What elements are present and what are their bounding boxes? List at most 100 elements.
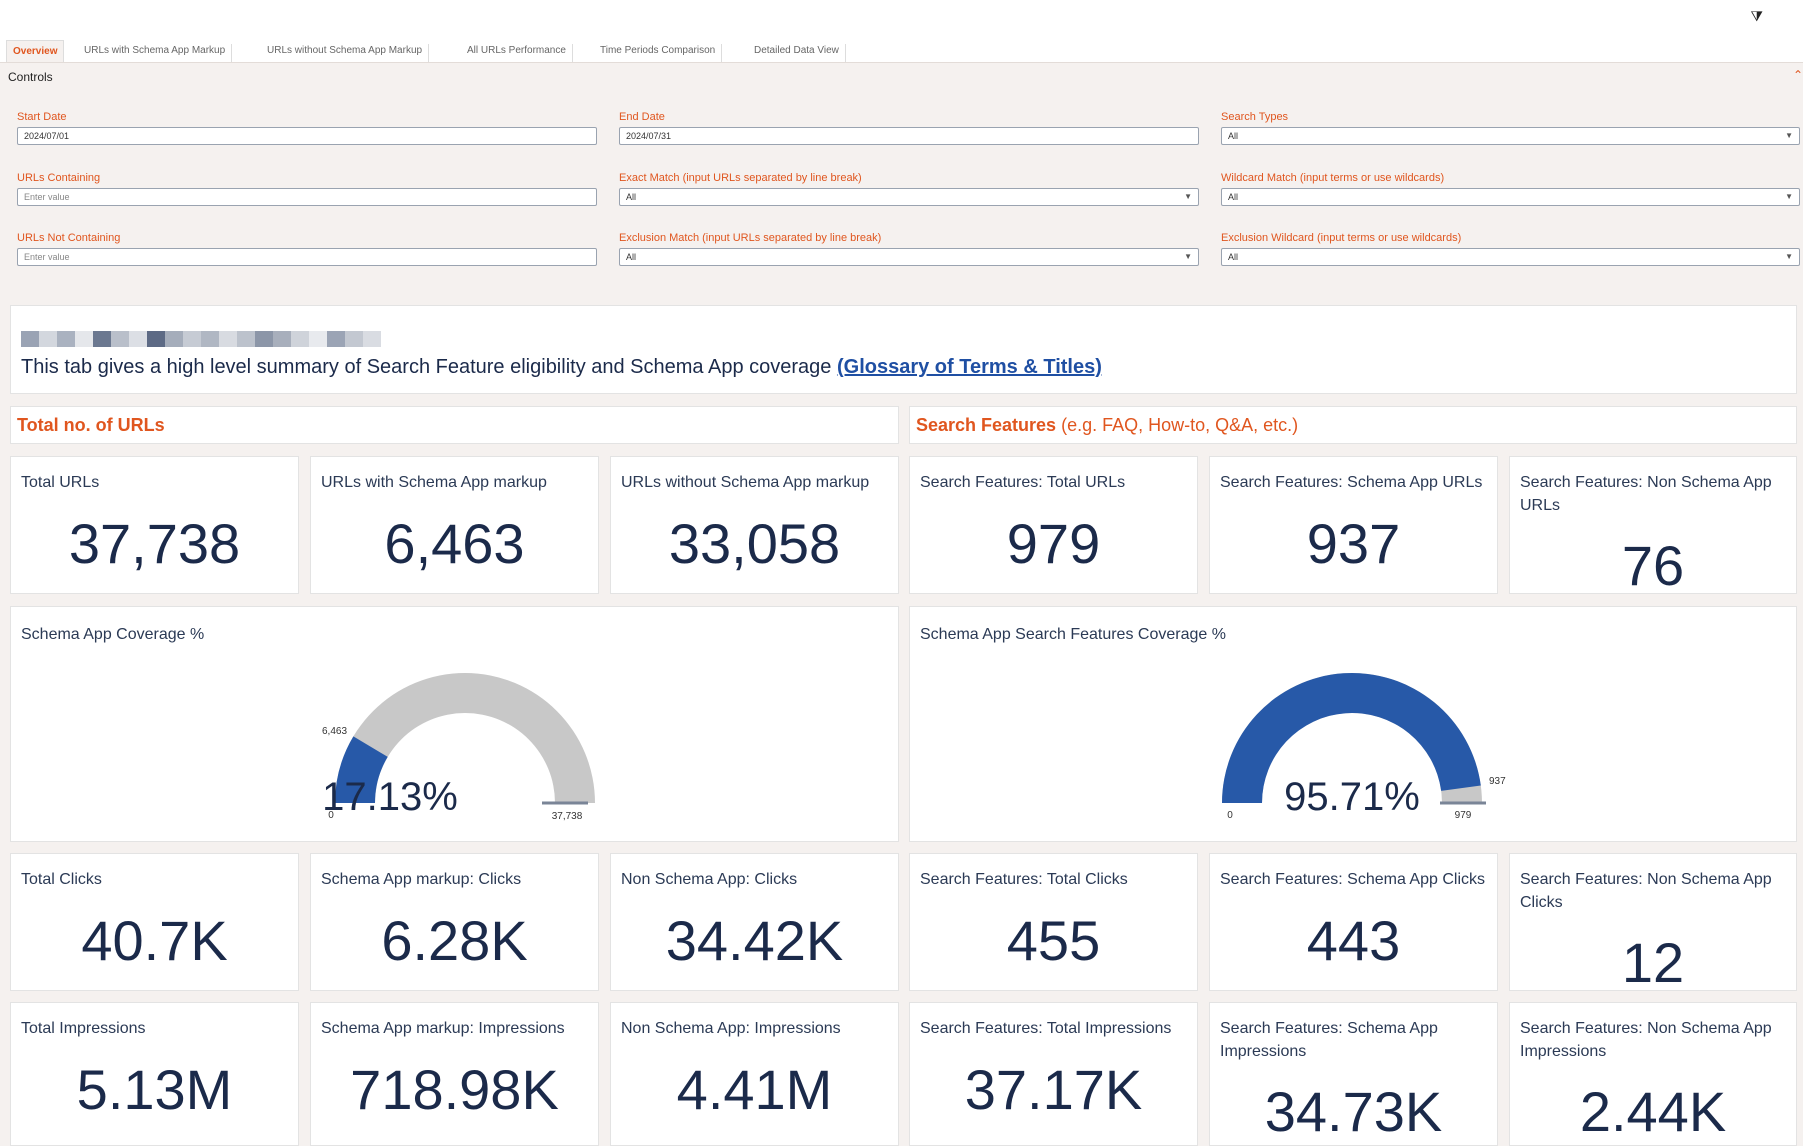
kpi-card: Search Features: Total Impressions 37.17K: [909, 1002, 1198, 1146]
kpi-card: Total URLs 37,738: [10, 456, 299, 594]
section-title: Search Features: [916, 415, 1057, 435]
tab-all-urls-performance[interactable]: All URLs Performance: [461, 44, 573, 62]
kpi-value: 40.7K: [81, 909, 228, 972]
chevron-down-icon: ▼: [1785, 252, 1793, 261]
glossary-link[interactable]: (Glossary of Terms & Titles): [836, 356, 1102, 378]
gauge-percent: 17.13%: [322, 775, 458, 819]
exclusion-wildcard-select[interactable]: All ▼: [1221, 248, 1800, 266]
urls-containing-input[interactable]: Enter value: [17, 188, 597, 206]
gauge-track: [335, 673, 595, 803]
urls-not-containing-label: URLs Not Containing: [17, 232, 121, 244]
kpi-card: Total Clicks 40.7K: [10, 853, 299, 991]
kpi-value: 34.42K: [665, 909, 844, 972]
kpi-title: Schema App markup: Impressions: [321, 1020, 565, 1037]
search-types-select[interactable]: All ▼: [1221, 127, 1800, 145]
tab-bar: Overview URLs with Schema App Markup URL…: [0, 38, 1803, 63]
end-date-input[interactable]: 2024/07/31: [619, 127, 1199, 145]
gauge-title: Schema App Search Features Coverage %: [920, 626, 1226, 643]
kpi-value: 6,463: [384, 512, 525, 575]
kpi-title: URLs with Schema App markup: [321, 474, 547, 491]
exclusion-match-value: All: [626, 252, 637, 262]
kpi-card: Search Features: Schema App URLs 937: [1209, 456, 1498, 594]
chevron-down-icon: ▼: [1184, 192, 1192, 201]
urls-not-containing-input[interactable]: Enter value: [17, 248, 597, 266]
kpi-value: 2.44K: [1579, 1080, 1727, 1143]
search-types-label: Search Types: [1221, 111, 1289, 123]
wildcard-match-value: All: [1228, 192, 1239, 202]
exact-match-select[interactable]: All ▼: [619, 188, 1199, 206]
kpi-value: 937: [1306, 512, 1401, 575]
kpi-card: URLs with Schema App markup 6,463: [310, 456, 599, 594]
tab-overview[interactable]: Overview: [6, 40, 65, 62]
section-header-total-urls: Total no. of URLs: [10, 406, 899, 444]
controls-title[interactable]: Controls: [8, 70, 53, 84]
urls-containing-label: URLs Containing: [17, 172, 101, 184]
top-bar: ⧩: [0, 0, 1803, 38]
kpi-title: Search Features: Schema App Clicks: [1220, 871, 1486, 888]
intro-text: This tab gives a high level summary of S…: [21, 356, 1102, 379]
kpi-title: Search Features: Schema App URLs: [1220, 474, 1483, 491]
kpi-title: Search Features: Total Clicks: [920, 871, 1128, 888]
tab-urls-without-schema[interactable]: URLs without Schema App Markup: [261, 44, 430, 62]
kpi-title: Schema App markup: Clicks: [321, 871, 522, 888]
kpi-title: Search Features: Non Schema App URLs: [1520, 474, 1772, 514]
kpi-value: 455: [1006, 909, 1101, 972]
kpi-title: URLs without Schema App markup: [621, 474, 870, 491]
section-header-search-features: Search Features (e.g. FAQ, How-to, Q&A, …: [909, 406, 1797, 444]
kpi-value: 718.98K: [350, 1058, 559, 1121]
wildcard-match-label: Wildcard Match (input terms or use wildc…: [1221, 172, 1445, 184]
section-title: Total no. of URLs: [17, 415, 165, 435]
kpi-title: Total Impressions: [21, 1020, 146, 1037]
kpi-card: Search Features: Schema App Impressions 3…: [1209, 1002, 1498, 1146]
gauge-max-label: 979: [1455, 810, 1472, 821]
tab-urls-with-schema[interactable]: URLs with Schema App Markup: [78, 44, 233, 62]
kpi-card: Search Features: Schema App Clicks 443: [1209, 853, 1498, 991]
kpi-card: Total Impressions 5.13M: [10, 1002, 299, 1146]
chevron-down-icon: ▼: [1785, 192, 1793, 201]
kpi-value: 37.17K: [964, 1058, 1143, 1121]
exclusion-match-label: Exclusion Match (input URLs separated by…: [619, 232, 882, 244]
gauge-percent: 95.71%: [1284, 775, 1420, 819]
wildcard-match-select[interactable]: All ▼: [1221, 188, 1800, 206]
gauge-chart: 95.71% 0 979 937: [1222, 673, 1506, 821]
exclusion-match-select[interactable]: All ▼: [619, 248, 1199, 266]
gauge-fill: [1222, 673, 1481, 803]
chevron-down-icon: ▼: [1785, 131, 1793, 140]
gauge-chart: 17.13% 0 37,738 6,463: [322, 673, 595, 822]
kpi-title: Search Features: Non Schema App Impressi…: [1520, 1020, 1772, 1060]
kpi-card: Search Features: Total Clicks 455: [909, 853, 1198, 991]
kpi-value: 34.73K: [1264, 1080, 1443, 1143]
section-subtitle: (e.g. FAQ, How-to, Q&A, etc.): [1056, 415, 1299, 435]
kpi-card: Search Features: Non Schema App URLs 76: [1509, 456, 1797, 597]
start-date-label: Start Date: [17, 111, 67, 123]
kpi-card: Schema App markup: Clicks 6.28K: [310, 853, 599, 991]
kpi-value: 979: [1006, 512, 1101, 575]
filter-icon[interactable]: ⧩: [1750, 8, 1764, 24]
gauge-value-label: 937: [1489, 776, 1506, 787]
kpi-title: Search Features: Schema App Impressions: [1220, 1020, 1438, 1060]
gauge-min-label: 0: [328, 810, 334, 821]
start-date-input[interactable]: 2024/07/01: [17, 127, 597, 145]
tab-time-periods-comparison[interactable]: Time Periods Comparison: [594, 44, 723, 62]
kpi-card: Non Schema App: Clicks 34.42K: [610, 853, 899, 991]
search-types-value: All: [1228, 131, 1239, 141]
kpi-card: URLs without Schema App markup 33,058: [610, 456, 899, 594]
kpi-value: 76: [1621, 534, 1685, 597]
chevron-down-icon: ▼: [1184, 252, 1192, 261]
collapse-caret-icon[interactable]: ⌃: [1792, 68, 1803, 82]
kpi-card: Search Features: Non Schema App Clicks 12: [1509, 853, 1797, 994]
kpi-title: Non Schema App: Impressions: [621, 1020, 841, 1037]
gauge-title: Schema App Coverage %: [21, 626, 205, 643]
kpi-value: 6.28K: [381, 909, 528, 972]
kpi-value: 12: [1621, 931, 1685, 994]
kpi-title: Search Features: Total URLs: [920, 474, 1126, 491]
kpi-title: Total Clicks: [21, 871, 102, 888]
redacted-logo: [21, 331, 381, 347]
kpi-value: 33,058: [668, 512, 841, 575]
gauge-fill: [335, 736, 388, 803]
end-date-label: End Date: [619, 111, 665, 123]
gauge-card-schema-coverage: Schema App Coverage % 17.13% 0 37,738 6,…: [10, 606, 899, 842]
tab-detailed-data-view[interactable]: Detailed Data View: [748, 44, 846, 62]
kpi-title: Search Features: Non Schema App Clicks: [1520, 871, 1772, 911]
gauge-min-label: 0: [1227, 810, 1233, 821]
